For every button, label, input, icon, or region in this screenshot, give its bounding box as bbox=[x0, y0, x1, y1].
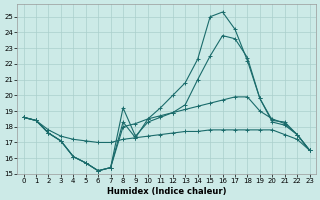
X-axis label: Humidex (Indice chaleur): Humidex (Indice chaleur) bbox=[107, 187, 226, 196]
